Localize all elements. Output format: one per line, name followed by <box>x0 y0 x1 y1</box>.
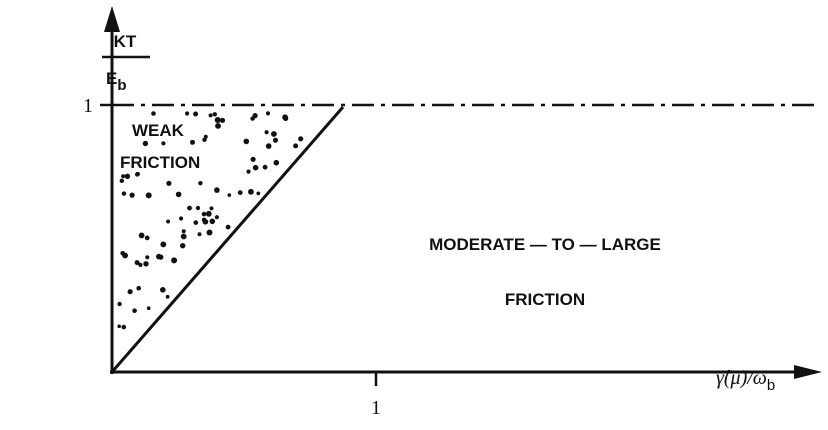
y-label-denominator-base: E <box>106 69 117 88</box>
label-backing <box>128 118 194 140</box>
dot <box>138 262 143 267</box>
dot <box>117 324 121 329</box>
dot <box>195 205 201 211</box>
dot <box>273 137 278 143</box>
dot <box>134 260 140 266</box>
dot <box>166 180 172 186</box>
dot <box>208 113 213 118</box>
dot <box>202 137 207 142</box>
dot <box>119 178 125 183</box>
weak-region-line-1: WEAK <box>132 121 185 140</box>
dot <box>165 294 170 299</box>
dot <box>136 285 141 291</box>
dot <box>145 192 152 199</box>
dot <box>262 164 268 170</box>
dot <box>197 232 202 237</box>
weak-friction-dots <box>117 111 304 330</box>
dot <box>144 235 150 241</box>
dot <box>127 289 133 295</box>
dot <box>161 141 166 146</box>
dot <box>175 191 182 198</box>
dot <box>243 138 250 145</box>
dot <box>202 219 209 225</box>
y-axis-arrow <box>104 6 120 32</box>
dot <box>248 188 254 195</box>
dot <box>180 233 187 240</box>
dot <box>121 174 126 179</box>
dot <box>256 191 261 196</box>
dot <box>132 308 137 314</box>
label-backing <box>118 150 210 172</box>
dot <box>246 169 251 174</box>
dot <box>250 156 256 162</box>
dot <box>293 143 299 149</box>
dot <box>219 117 226 123</box>
dot <box>146 306 151 311</box>
dot <box>156 253 162 260</box>
x-tick-label: 1 <box>371 397 381 419</box>
dot <box>198 181 203 186</box>
y-label-denominator: Eb <box>106 69 127 94</box>
dot <box>252 164 259 171</box>
x-axis-arrow <box>794 365 822 379</box>
dot <box>171 257 178 264</box>
y-tick-label: 1 <box>83 95 93 117</box>
dot <box>193 220 199 225</box>
dot <box>282 114 288 121</box>
dot <box>212 112 217 117</box>
dot <box>143 261 149 267</box>
dot <box>215 123 221 129</box>
dot <box>135 172 140 177</box>
dot <box>201 211 207 217</box>
dot <box>151 111 156 116</box>
x-label-subscript: b <box>767 377 775 394</box>
y-label-subscript: b <box>117 77 126 94</box>
dot <box>185 111 190 116</box>
dot <box>206 229 213 236</box>
dot <box>209 218 216 225</box>
dot <box>193 111 199 117</box>
x-label: γ̂(μ̃)/ωb <box>716 367 775 394</box>
dot <box>205 210 212 217</box>
dot <box>160 287 166 293</box>
dot <box>145 255 150 260</box>
dot <box>264 130 269 135</box>
dot <box>271 131 277 137</box>
regime-boundary <box>110 106 345 373</box>
dot <box>180 243 186 249</box>
moderate-region-line-1: MODERATE — TO — LARGE <box>429 235 661 254</box>
dot <box>122 252 128 259</box>
dot <box>129 192 135 198</box>
dot <box>117 301 122 307</box>
dot <box>121 324 127 330</box>
x-label-base: γ̂(μ̃)/ω <box>716 367 767 389</box>
dot <box>190 139 195 145</box>
dot <box>265 143 272 149</box>
dot <box>181 229 186 234</box>
dot <box>166 219 171 224</box>
moderate-region-line-2: FRICTION <box>505 290 585 309</box>
dot <box>237 190 243 196</box>
dot <box>227 193 232 197</box>
dot <box>124 173 131 179</box>
dot <box>214 215 219 220</box>
dot <box>138 232 145 239</box>
dot <box>298 136 304 142</box>
dot <box>273 159 280 166</box>
dot <box>214 117 221 123</box>
dot <box>179 216 184 221</box>
dot <box>209 206 214 211</box>
dot <box>265 111 271 116</box>
y-label-numerator: KT <box>114 32 137 51</box>
dot <box>250 116 255 121</box>
dot <box>225 224 231 230</box>
dot <box>160 241 167 248</box>
dot <box>187 205 192 211</box>
dot <box>121 191 127 196</box>
dot <box>142 140 149 147</box>
weak-region-line-2: FRICTION <box>120 153 200 172</box>
dot <box>214 187 220 193</box>
